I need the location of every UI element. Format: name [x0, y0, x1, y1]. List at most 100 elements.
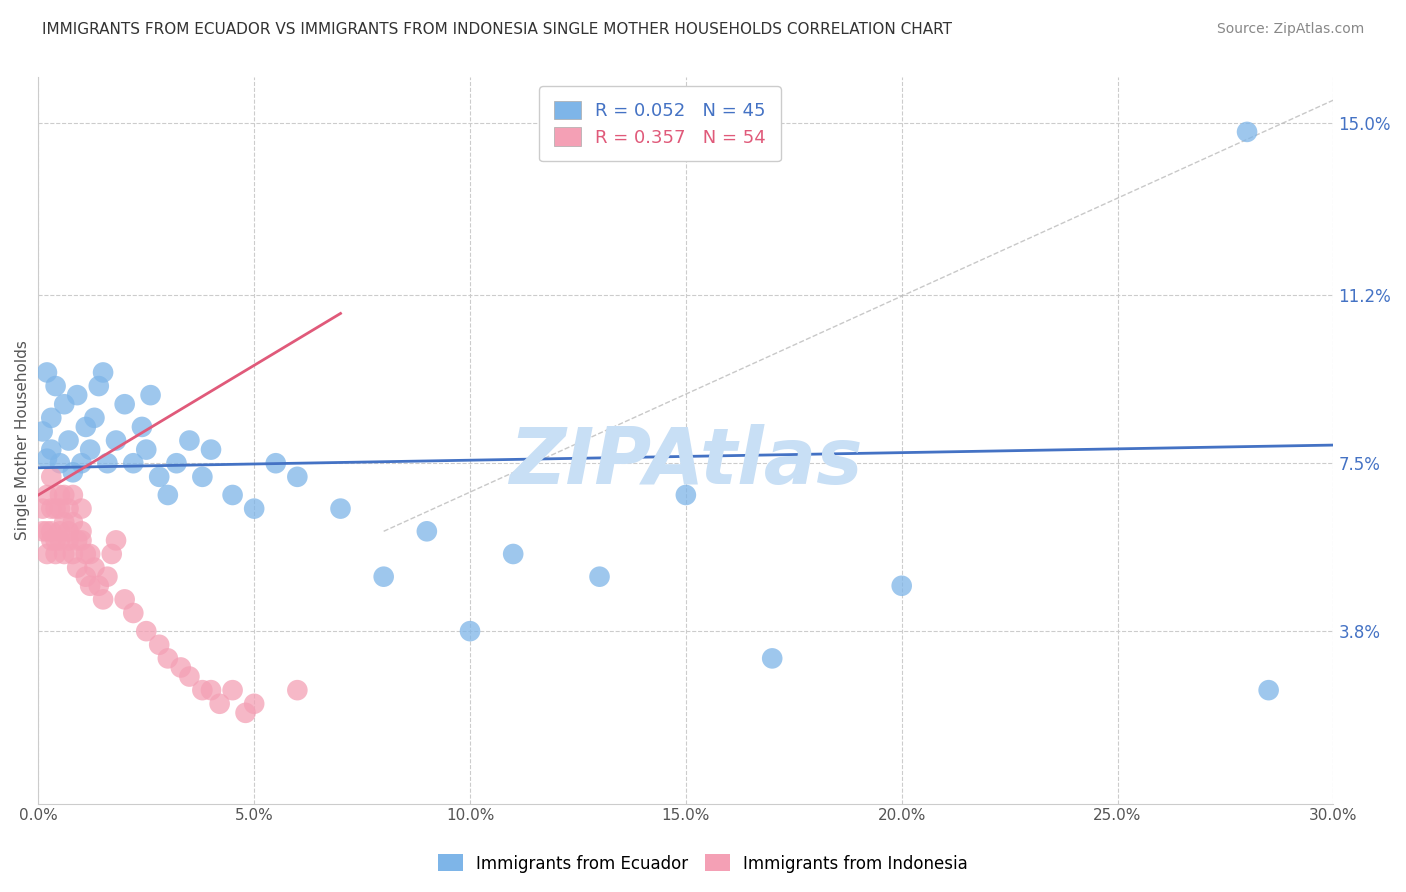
- Point: [1257, 683, 1279, 698]
- Point: [588, 570, 610, 584]
- Point: [221, 488, 243, 502]
- Point: [62, 515, 84, 529]
- Point: [148, 470, 170, 484]
- Point: [31, 524, 53, 539]
- Point: [35, 451, 58, 466]
- Point: [66, 560, 89, 574]
- Y-axis label: Single Mother Households: Single Mother Households: [15, 341, 30, 541]
- Point: [75, 420, 97, 434]
- Point: [131, 420, 153, 434]
- Point: [114, 592, 136, 607]
- Point: [675, 488, 697, 502]
- Point: [156, 651, 179, 665]
- Point: [96, 456, 118, 470]
- Point: [58, 533, 80, 548]
- Point: [264, 456, 287, 470]
- Point: [62, 488, 84, 502]
- Point: [208, 697, 231, 711]
- Point: [87, 579, 110, 593]
- Point: [49, 456, 72, 470]
- Point: [31, 425, 53, 439]
- Point: [243, 501, 266, 516]
- Point: [285, 683, 308, 698]
- Point: [39, 470, 62, 484]
- Point: [58, 434, 80, 448]
- Point: [66, 388, 89, 402]
- Point: [890, 579, 912, 593]
- Point: [166, 456, 188, 470]
- Point: [235, 706, 257, 720]
- Point: [139, 388, 162, 402]
- Text: Source: ZipAtlas.com: Source: ZipAtlas.com: [1216, 22, 1364, 37]
- Point: [45, 379, 67, 393]
- Text: ZIPAtlas: ZIPAtlas: [509, 425, 863, 500]
- Point: [87, 379, 110, 393]
- Point: [285, 470, 308, 484]
- Point: [53, 397, 76, 411]
- Point: [31, 501, 53, 516]
- Point: [221, 683, 243, 698]
- Point: [62, 465, 84, 479]
- Point: [53, 547, 76, 561]
- Point: [200, 442, 222, 457]
- Point: [70, 524, 93, 539]
- Point: [83, 560, 105, 574]
- Text: IMMIGRANTS FROM ECUADOR VS IMMIGRANTS FROM INDONESIA SINGLE MOTHER HOUSEHOLDS CO: IMMIGRANTS FROM ECUADOR VS IMMIGRANTS FR…: [42, 22, 952, 37]
- Point: [45, 547, 67, 561]
- Point: [329, 501, 352, 516]
- Point: [416, 524, 439, 539]
- Point: [45, 533, 67, 548]
- Point: [35, 547, 58, 561]
- Point: [114, 397, 136, 411]
- Point: [62, 547, 84, 561]
- Point: [58, 524, 80, 539]
- Point: [58, 501, 80, 516]
- Point: [91, 592, 114, 607]
- Point: [135, 442, 157, 457]
- Point: [35, 524, 58, 539]
- Point: [122, 456, 145, 470]
- Point: [39, 410, 62, 425]
- Point: [66, 533, 89, 548]
- Point: [373, 570, 395, 584]
- Point: [49, 501, 72, 516]
- Point: [39, 442, 62, 457]
- Point: [53, 488, 76, 502]
- Legend: R = 0.052   N = 45, R = 0.357   N = 54: R = 0.052 N = 45, R = 0.357 N = 54: [540, 87, 780, 161]
- Point: [458, 624, 481, 639]
- Point: [35, 488, 58, 502]
- Point: [39, 501, 62, 516]
- Point: [83, 410, 105, 425]
- Point: [75, 547, 97, 561]
- Point: [156, 488, 179, 502]
- Point: [179, 434, 201, 448]
- Point: [191, 683, 214, 698]
- Point: [70, 533, 93, 548]
- Point: [45, 501, 67, 516]
- Point: [79, 579, 101, 593]
- Point: [761, 651, 783, 665]
- Point: [39, 524, 62, 539]
- Legend: Immigrants from Ecuador, Immigrants from Indonesia: Immigrants from Ecuador, Immigrants from…: [432, 847, 974, 880]
- Point: [105, 533, 128, 548]
- Point: [100, 547, 122, 561]
- Point: [49, 533, 72, 548]
- Point: [79, 442, 101, 457]
- Point: [75, 570, 97, 584]
- Point: [243, 697, 266, 711]
- Point: [91, 366, 114, 380]
- Point: [179, 669, 201, 683]
- Point: [96, 570, 118, 584]
- Point: [105, 434, 128, 448]
- Point: [135, 624, 157, 639]
- Point: [49, 488, 72, 502]
- Point: [122, 606, 145, 620]
- Point: [35, 366, 58, 380]
- Point: [148, 638, 170, 652]
- Point: [70, 501, 93, 516]
- Point: [1236, 125, 1258, 139]
- Point: [79, 547, 101, 561]
- Point: [502, 547, 524, 561]
- Point: [191, 470, 214, 484]
- Point: [170, 660, 193, 674]
